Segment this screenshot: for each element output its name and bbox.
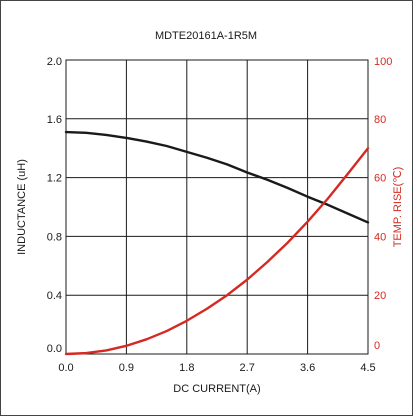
y2-tick-label: 80: [374, 114, 386, 126]
x-axis-title: DC CURRENT(A): [173, 383, 260, 395]
y2-tick-label: 60: [374, 173, 386, 185]
x-tick-label: 2.7: [240, 362, 255, 374]
series-layer: [64, 130, 370, 356]
y2-tick-label: 100: [374, 56, 392, 68]
y2-tick-label: 20: [374, 290, 386, 302]
y-tick-label: 0.0: [47, 343, 62, 355]
x-tick-label: 1.8: [179, 362, 194, 374]
temp-rise-line: [64, 146, 370, 356]
y-tick-label: 1.2: [47, 173, 62, 185]
y-axis-title: INDUCTANCE (uH): [16, 159, 28, 255]
x-tick-label: 3.6: [300, 362, 315, 374]
plot-area: [65, 59, 369, 355]
gridlines: [66, 60, 368, 354]
y2-tick-label: 0: [374, 340, 380, 352]
tick-labels: 0.0 0.9 1.8 2.7 3.6 4.5 0.0 0.4 0.8 1.2 1.6 2.0 0 20 4…: [47, 56, 393, 374]
y2-tick-label: 40: [374, 231, 386, 243]
inductance-line: [64, 130, 370, 224]
y-tick-label: 2.0: [47, 56, 62, 68]
chart-title: MDTE20161A-1R5M: [155, 30, 257, 42]
y-tick-label: 1.6: [47, 114, 62, 126]
y-tick-label: 0.4: [47, 290, 62, 302]
x-tick-label: 4.5: [360, 362, 375, 374]
y-tick-label: 0.8: [47, 231, 62, 243]
x-tick-label: 0.0: [58, 362, 73, 374]
y2-axis-title: TEMP. RISE(℃): [392, 167, 404, 248]
x-tick-label: 0.9: [119, 362, 134, 374]
